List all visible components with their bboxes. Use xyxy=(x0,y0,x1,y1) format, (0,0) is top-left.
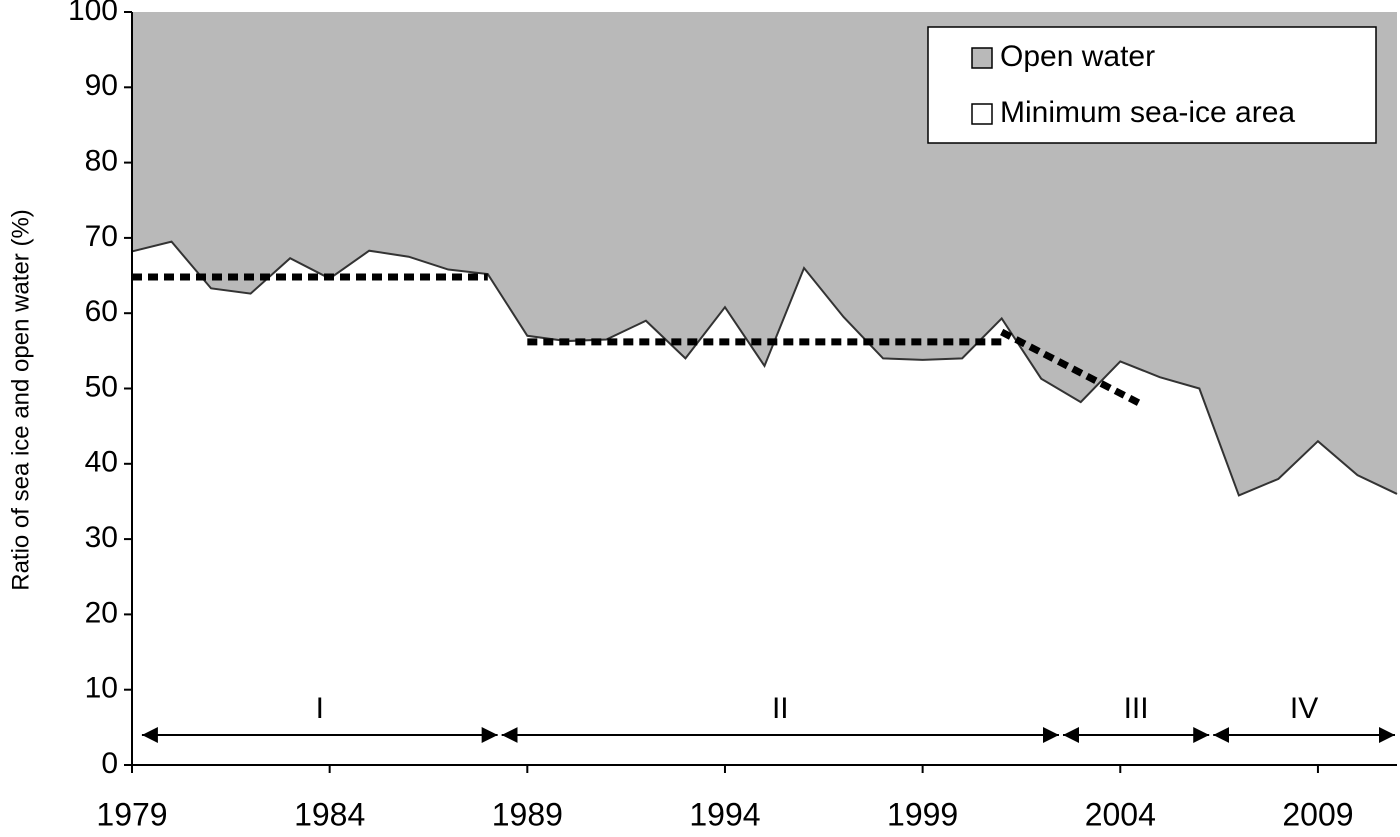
y-tick-label: 70 xyxy=(85,220,118,253)
y-tick-label: 30 xyxy=(85,521,118,554)
legend-label: Minimum sea-ice area xyxy=(1000,96,1295,129)
x-tick-label: 1984 xyxy=(294,796,365,832)
plot-area: 0 10 20 30 40 50 60 70 80 90 100 1979 1984 1989 1994 19… xyxy=(68,0,1398,832)
trend-line xyxy=(1000,328,1142,407)
y-tick-label: 0 xyxy=(101,747,118,780)
period-label: II xyxy=(772,692,789,725)
legend-swatch xyxy=(971,47,993,69)
period-label: IV xyxy=(1290,692,1318,725)
y-tick-label: 80 xyxy=(85,145,118,178)
y-tick-label: 100 xyxy=(68,0,118,27)
y-tick-label: 10 xyxy=(85,672,118,705)
period-label: I xyxy=(316,692,324,725)
sea-ice-area xyxy=(132,241,1397,766)
y-tick-label: 20 xyxy=(85,596,118,629)
x-tick-label: 2009 xyxy=(1282,796,1353,832)
legend-swatch xyxy=(971,103,993,125)
y-tick-label: 50 xyxy=(85,370,118,403)
period-label: III xyxy=(1124,692,1149,725)
y-tick-label: 40 xyxy=(85,446,118,479)
x-tick-label: 1999 xyxy=(887,796,958,832)
sea-ice-line xyxy=(131,240,1398,497)
x-tick-label: 1989 xyxy=(492,796,563,832)
legend-box xyxy=(927,26,1377,144)
legend-label: Open water xyxy=(1000,40,1155,73)
x-tick-label: 1979 xyxy=(96,796,167,832)
x-tick-label: 1994 xyxy=(689,796,760,832)
legend: Open water Minimum sea-ice area xyxy=(927,26,1377,144)
y-axis-label: Ratio of sea ice and open water (%) xyxy=(7,209,34,591)
x-tick-label: 2004 xyxy=(1085,796,1156,832)
y-tick-label: 60 xyxy=(85,295,118,328)
y-tick-label: 90 xyxy=(85,69,118,102)
